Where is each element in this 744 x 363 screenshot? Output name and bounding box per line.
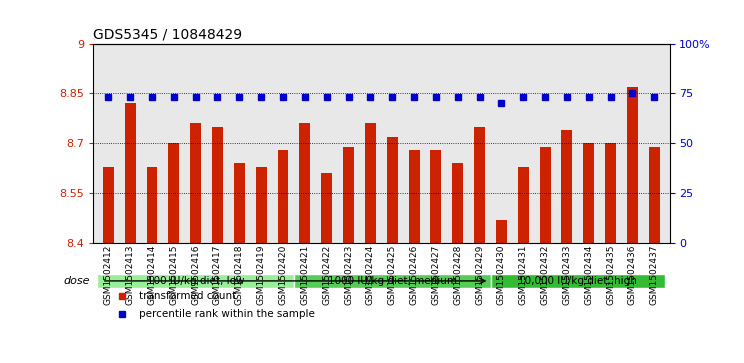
Bar bbox=[562, 130, 572, 243]
Text: GSM1502430: GSM1502430 bbox=[497, 244, 506, 305]
Text: GSM1502417: GSM1502417 bbox=[213, 244, 222, 305]
Bar bbox=[125, 103, 135, 243]
Bar bbox=[452, 163, 464, 243]
Text: GSM1502433: GSM1502433 bbox=[562, 244, 571, 305]
Bar bbox=[343, 147, 354, 243]
Bar bbox=[147, 167, 158, 243]
Bar bbox=[278, 150, 289, 243]
Text: GSM1502427: GSM1502427 bbox=[432, 244, 440, 305]
Text: GSM1502426: GSM1502426 bbox=[409, 244, 419, 305]
Bar bbox=[321, 173, 332, 243]
Bar bbox=[627, 87, 638, 243]
FancyBboxPatch shape bbox=[294, 274, 490, 287]
Text: 10,000 IU/kg diet, high: 10,000 IU/kg diet, high bbox=[519, 276, 638, 286]
Bar bbox=[212, 127, 223, 243]
Bar bbox=[539, 147, 551, 243]
Text: percentile rank within the sample: percentile rank within the sample bbox=[139, 309, 315, 319]
Text: GSM1502429: GSM1502429 bbox=[475, 244, 484, 305]
Text: GSM1502434: GSM1502434 bbox=[584, 244, 593, 305]
Text: GSM1502420: GSM1502420 bbox=[278, 244, 287, 305]
Text: GSM1502431: GSM1502431 bbox=[519, 244, 527, 305]
Text: 100 IU/kg diet, low: 100 IU/kg diet, low bbox=[147, 276, 244, 286]
Text: GSM1502416: GSM1502416 bbox=[191, 244, 200, 305]
Bar bbox=[256, 167, 266, 243]
Text: transformed count: transformed count bbox=[139, 291, 237, 301]
Text: GSM1502425: GSM1502425 bbox=[388, 244, 397, 305]
Text: GSM1502413: GSM1502413 bbox=[126, 244, 135, 305]
Bar bbox=[496, 220, 507, 243]
Bar bbox=[431, 150, 441, 243]
Text: GSM1502432: GSM1502432 bbox=[541, 244, 550, 305]
Text: GSM1502418: GSM1502418 bbox=[235, 244, 244, 305]
FancyBboxPatch shape bbox=[490, 274, 665, 287]
Text: GSM1502421: GSM1502421 bbox=[301, 244, 310, 305]
Text: GSM1502428: GSM1502428 bbox=[453, 244, 462, 305]
Text: 1000 IU/kg diet, medium: 1000 IU/kg diet, medium bbox=[327, 276, 457, 286]
Text: GSM1502435: GSM1502435 bbox=[606, 244, 615, 305]
Text: dose: dose bbox=[63, 276, 90, 286]
FancyBboxPatch shape bbox=[97, 274, 294, 287]
Bar bbox=[234, 163, 245, 243]
Text: GSM1502415: GSM1502415 bbox=[170, 244, 179, 305]
Text: GSM1502423: GSM1502423 bbox=[344, 244, 353, 305]
Bar bbox=[649, 147, 660, 243]
Bar bbox=[168, 143, 179, 243]
Text: GSM1502419: GSM1502419 bbox=[257, 244, 266, 305]
Bar bbox=[365, 123, 376, 243]
Bar bbox=[103, 167, 114, 243]
Text: GSM1502424: GSM1502424 bbox=[366, 244, 375, 305]
Text: GSM1502422: GSM1502422 bbox=[322, 244, 331, 305]
Bar bbox=[605, 143, 616, 243]
Text: GSM1502412: GSM1502412 bbox=[104, 244, 113, 305]
Text: GDS5345 / 10848429: GDS5345 / 10848429 bbox=[93, 27, 242, 41]
Bar bbox=[387, 137, 398, 243]
Bar bbox=[583, 143, 594, 243]
Bar bbox=[299, 123, 310, 243]
Bar bbox=[408, 150, 420, 243]
Bar bbox=[190, 123, 201, 243]
Bar bbox=[518, 167, 529, 243]
Text: GSM1502437: GSM1502437 bbox=[650, 244, 658, 305]
Text: GSM1502436: GSM1502436 bbox=[628, 244, 637, 305]
Text: GSM1502414: GSM1502414 bbox=[147, 244, 156, 305]
Bar bbox=[474, 127, 485, 243]
